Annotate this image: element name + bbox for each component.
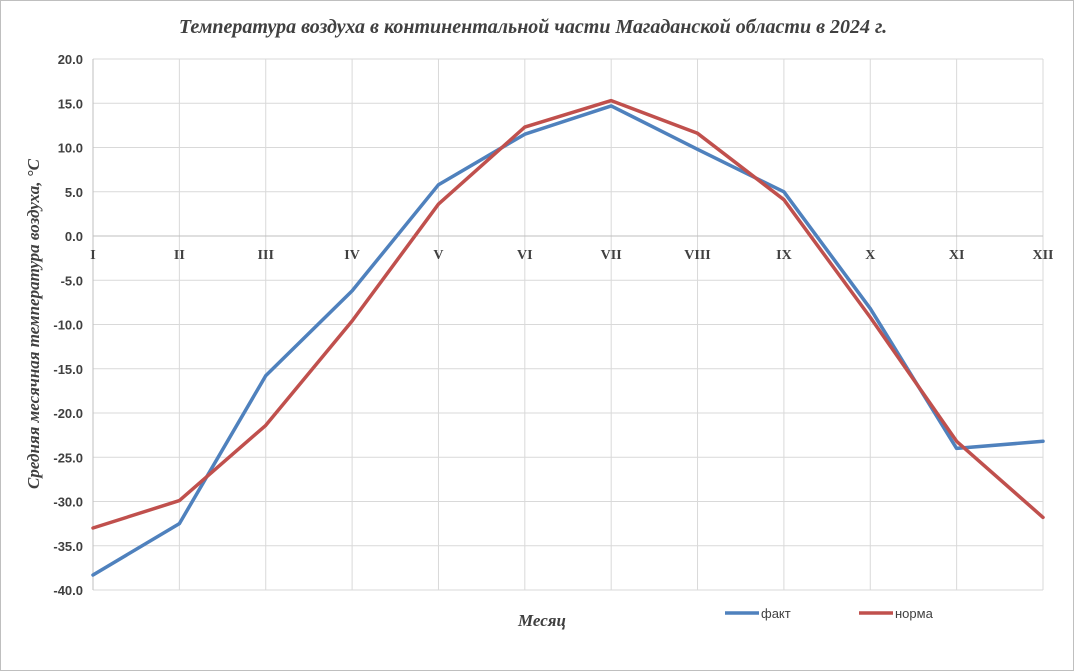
- x-tick-label: VII: [601, 248, 622, 263]
- x-tick-label: VI: [517, 248, 533, 263]
- y-tick-label: -15.0: [53, 362, 83, 377]
- y-tick-label: -35.0: [53, 539, 83, 554]
- x-axis-label: Месяц: [517, 611, 566, 630]
- legend: факт норма: [725, 606, 934, 621]
- x-tick-label: IV: [344, 248, 360, 263]
- y-tick-label: 0.0: [65, 229, 83, 244]
- y-axis-label: Средняя месячная температура воздуха, °С: [24, 158, 43, 489]
- chart-title: Температура воздуха в континентальной ча…: [179, 16, 887, 38]
- y-tick-label: 10.0: [58, 141, 83, 156]
- x-tick-label: I: [90, 248, 95, 263]
- y-tick-label: 20.0: [58, 52, 83, 67]
- y-tick-label: -5.0: [61, 273, 83, 288]
- y-tick-label: 5.0: [65, 185, 83, 200]
- x-tick-label: IX: [776, 248, 792, 263]
- legend-label: факт: [761, 606, 791, 621]
- x-tick-label: XII: [1032, 248, 1053, 263]
- legend-label: норма: [895, 606, 934, 621]
- x-tick-label: II: [174, 248, 185, 263]
- y-tick-label: -25.0: [53, 450, 83, 465]
- y-tick-label: -30.0: [53, 495, 83, 510]
- y-tick-label: -10.0: [53, 318, 83, 333]
- x-tick-label: V: [433, 248, 443, 263]
- x-tick-label: XI: [949, 248, 965, 263]
- series-line-факт: [91, 104, 1045, 577]
- y-tick-label: 15.0: [58, 96, 83, 111]
- x-tick-labels: I II III IV V VI VII VIII IX X XI XII: [90, 248, 1053, 263]
- x-tick-label: X: [865, 248, 875, 263]
- y-tick-label: -40.0: [53, 583, 83, 598]
- x-tick-label: VIII: [684, 248, 710, 263]
- x-tick-label: III: [258, 248, 274, 263]
- y-tick-labels: 20.0 15.0 10.0 5.0 0.0 -5.0 -10.0 -15.0 -20.0 -25…: [53, 52, 83, 598]
- series-layer: [91, 98, 1045, 577]
- grid-layer: [92, 58, 1044, 591]
- y-tick-label: -20.0: [53, 406, 83, 421]
- series-line-норма: [91, 98, 1045, 530]
